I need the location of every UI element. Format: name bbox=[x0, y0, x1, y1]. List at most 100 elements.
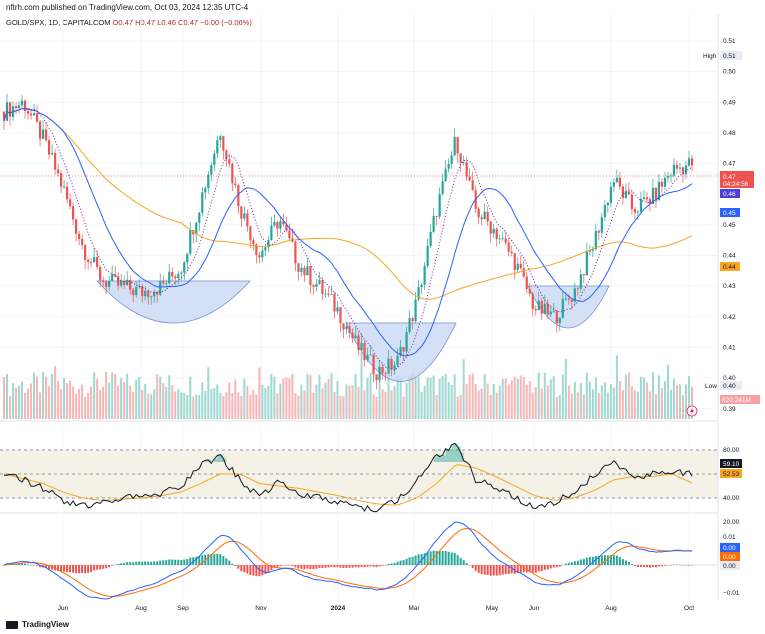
volume-bar bbox=[546, 385, 549, 419]
volume-bar bbox=[579, 382, 582, 419]
macd-histogram-bar bbox=[219, 554, 222, 565]
symbol-name[interactable]: GOLD/SPX, 1D, CAPITALCOM bbox=[6, 18, 111, 27]
volume-bar bbox=[36, 376, 39, 419]
volume-bar bbox=[585, 372, 588, 419]
macd-histogram-bar bbox=[246, 565, 249, 574]
candle-body bbox=[111, 274, 114, 281]
volume-bar bbox=[441, 376, 444, 419]
volume-bar bbox=[339, 395, 342, 419]
macd-histogram-bar bbox=[471, 565, 474, 568]
volume-bar bbox=[207, 367, 210, 419]
candle-body bbox=[321, 280, 324, 294]
macd-histogram-bar bbox=[567, 562, 570, 565]
volume-bar bbox=[57, 380, 60, 419]
volume-bar bbox=[489, 395, 492, 419]
macd-histogram-bar bbox=[357, 565, 360, 568]
macd-histogram-bar bbox=[60, 565, 63, 572]
rsi-tick-label: 80.00 bbox=[723, 447, 740, 454]
macd-histogram-bar bbox=[279, 565, 282, 566]
volume-bar bbox=[678, 384, 681, 419]
candle-body bbox=[444, 168, 447, 182]
macd-histogram-bar bbox=[240, 565, 243, 572]
volume-bar bbox=[90, 386, 93, 419]
tradingview-footer[interactable]: TradingView bbox=[6, 620, 69, 629]
candle-body bbox=[114, 274, 117, 277]
volume-bar bbox=[267, 385, 270, 419]
candle-body bbox=[108, 280, 111, 287]
volume-bar bbox=[297, 395, 300, 419]
macd-histogram-bar bbox=[474, 565, 477, 571]
macd-histogram-bar bbox=[573, 561, 576, 565]
price-tick-label: 0.44 bbox=[723, 253, 736, 260]
volume-bar bbox=[672, 378, 675, 419]
volume-bar bbox=[210, 388, 213, 419]
macd-histogram-bar bbox=[423, 553, 426, 565]
candle-body bbox=[507, 242, 510, 252]
candle-body bbox=[615, 177, 618, 183]
low-badge: Low 0.40 bbox=[705, 381, 742, 390]
candle-body bbox=[525, 276, 528, 290]
volume-bar bbox=[171, 385, 174, 419]
countdown-timer: 04:24:56 bbox=[723, 181, 749, 188]
candle-body bbox=[330, 294, 333, 295]
volume-bar bbox=[396, 376, 399, 419]
candle-body bbox=[345, 326, 348, 330]
volume-bar bbox=[516, 378, 519, 419]
macd-histogram-bar bbox=[63, 565, 66, 572]
macd-histogram-bar bbox=[489, 565, 492, 576]
candle-body bbox=[306, 266, 309, 276]
macd-histogram-bar bbox=[534, 565, 537, 573]
candle-body bbox=[288, 230, 291, 239]
macd-histogram-bar bbox=[288, 565, 291, 566]
macd-histogram-bar bbox=[399, 560, 402, 565]
volume-bar bbox=[54, 366, 57, 419]
volume-bar bbox=[456, 396, 459, 419]
rsi-tick-label: 20.00 bbox=[723, 519, 740, 526]
volume-bar bbox=[138, 377, 141, 419]
volume-bar bbox=[519, 375, 522, 419]
macd-tick-label: 0.01 bbox=[723, 534, 736, 541]
volume-bar bbox=[120, 377, 123, 419]
macd-histogram-bar bbox=[498, 565, 501, 576]
volume-bar bbox=[372, 394, 375, 419]
volume-bar bbox=[99, 389, 102, 419]
volume-bar bbox=[168, 375, 171, 419]
macd-histogram-bar bbox=[189, 557, 192, 565]
volume-bar bbox=[393, 386, 396, 419]
candle-body bbox=[282, 221, 285, 225]
macd-histogram-bar bbox=[618, 557, 621, 565]
volume-bar bbox=[636, 391, 639, 419]
lightning-icon[interactable] bbox=[686, 405, 698, 417]
candle-body bbox=[549, 311, 552, 315]
volume-bar bbox=[153, 389, 156, 419]
candle-body bbox=[618, 177, 621, 187]
candle-body bbox=[594, 230, 597, 250]
macd-histogram-bar bbox=[408, 557, 411, 565]
candle-body bbox=[399, 347, 402, 356]
volume-bar bbox=[462, 359, 465, 419]
candle-body bbox=[234, 183, 237, 186]
volume-bar bbox=[621, 390, 624, 419]
macd-histogram-bar bbox=[231, 563, 234, 565]
macd-histogram-bar bbox=[390, 563, 393, 565]
macd-histogram-bar bbox=[615, 555, 618, 565]
candle-body bbox=[228, 159, 231, 164]
macd-histogram-bar bbox=[234, 565, 237, 566]
macd-histogram-bar bbox=[24, 563, 27, 565]
macd-histogram-bar bbox=[45, 565, 48, 569]
time-tick-label: 2024 bbox=[331, 605, 346, 612]
candle-body bbox=[105, 281, 108, 287]
macd-histogram-bar bbox=[105, 565, 108, 569]
time-tick-label: Sep bbox=[177, 605, 189, 612]
candle-body bbox=[576, 288, 579, 290]
volume-bar bbox=[81, 384, 84, 419]
candle-body bbox=[261, 250, 264, 258]
macd-histogram-bar bbox=[366, 565, 369, 567]
macd-histogram-bar bbox=[576, 560, 579, 565]
volume-bar bbox=[204, 390, 207, 419]
volume-bar bbox=[681, 395, 684, 419]
volume-bar bbox=[312, 392, 315, 419]
candle-body bbox=[504, 238, 507, 243]
volume-bar bbox=[645, 382, 648, 419]
